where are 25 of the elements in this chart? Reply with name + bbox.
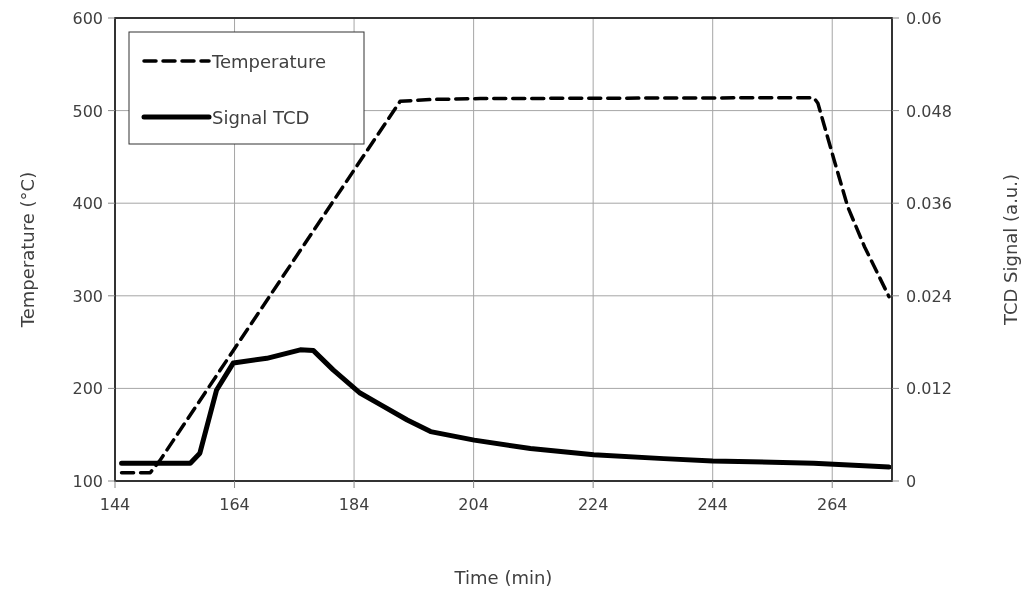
y2-tick-label: 0.012: [906, 379, 952, 399]
y2-tick-label: 0.024: [906, 286, 952, 306]
y-tick-label: 600: [72, 9, 103, 28]
y-tick-label: 400: [72, 194, 103, 214]
x-tick-label: 244: [697, 495, 728, 514]
legend-label: Signal TCD: [212, 107, 310, 128]
x-tick-label: 164: [219, 495, 250, 514]
x-tick-label: 264: [816, 495, 848, 514]
x-tick-label: 204: [458, 495, 489, 514]
y-axis-title: Temperature (°C): [17, 171, 38, 329]
y-tick-label: 200: [72, 379, 103, 399]
line-series: [119, 95, 891, 475]
x-tick-label: 224: [577, 495, 609, 514]
y2-axis-title: TCD Signal (a.u.): [1000, 173, 1021, 327]
y-tick-label: 300: [72, 286, 103, 306]
x-axis-title: Time (min): [453, 567, 553, 588]
y2-tick-label: 0.048: [906, 101, 952, 121]
y-tick-label: 100: [72, 472, 103, 491]
x-tick-label: 144: [99, 495, 131, 514]
y2-tick-label: 0.036: [906, 194, 952, 214]
legend-label: Temperature: [211, 51, 327, 72]
y2-tick-label: 0: [906, 472, 917, 491]
y-tick-label: 500: [72, 101, 103, 121]
x-tick-label: 184: [338, 495, 370, 514]
y2-tick-label: 0.06: [906, 9, 942, 28]
